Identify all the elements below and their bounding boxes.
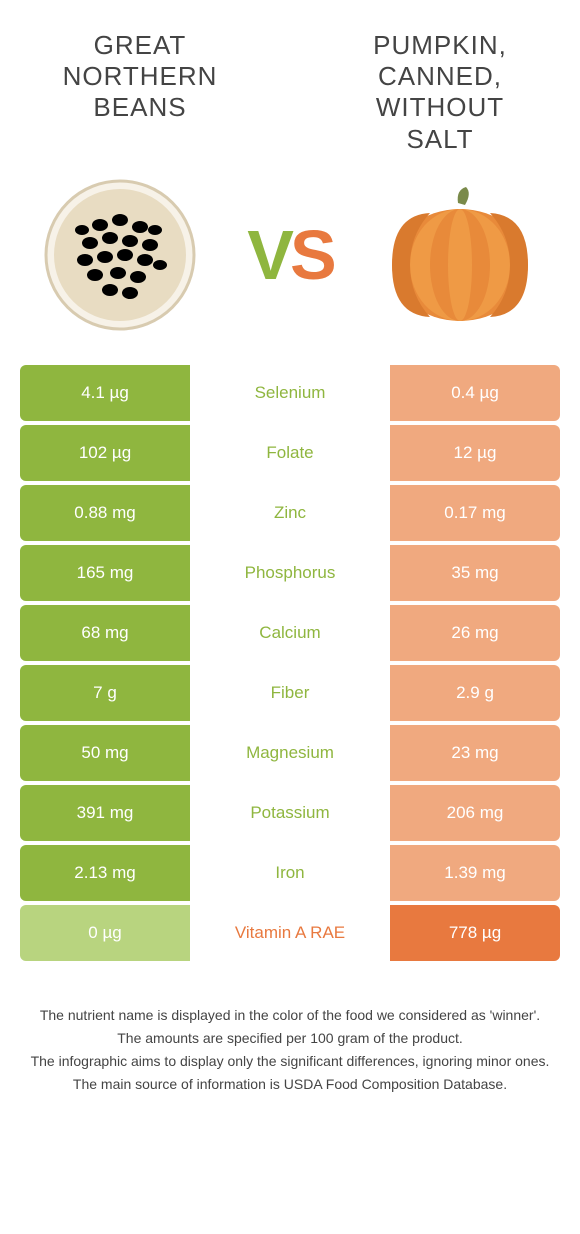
nutrient-name: Calcium (190, 605, 390, 661)
value-left: 0.88 mg (20, 485, 190, 541)
nutrient-name: Potassium (190, 785, 390, 841)
footer-notes: The nutrient name is displayed in the co… (0, 965, 580, 1095)
nutrient-name: Iron (190, 845, 390, 901)
nutrient-row: 7 gFiber2.9 g (20, 665, 560, 721)
vs-v: V (247, 216, 290, 294)
footer-line: The infographic aims to display only the… (30, 1051, 550, 1072)
value-right: 778 µg (390, 905, 560, 961)
food-title-right: PUMPKIN, CANNED, WITHOUT SALT (340, 30, 540, 155)
nutrient-name: Vitamin A RAE (190, 905, 390, 961)
value-right: 206 mg (390, 785, 560, 841)
nutrient-name: Selenium (190, 365, 390, 421)
nutrient-row: 102 µgFolate12 µg (20, 425, 560, 481)
value-left: 7 g (20, 665, 190, 721)
footer-line: The amounts are specified per 100 gram o… (30, 1028, 550, 1049)
value-right: 23 mg (390, 725, 560, 781)
nutrient-name: Folate (190, 425, 390, 481)
vs-label: VS (247, 215, 332, 295)
value-left: 165 mg (20, 545, 190, 601)
nutrient-row: 2.13 mgIron1.39 mg (20, 845, 560, 901)
nutrient-name: Fiber (190, 665, 390, 721)
images-row: VS (0, 165, 580, 365)
nutrient-row: 0.88 mgZinc0.17 mg (20, 485, 560, 541)
pumpkin-image (380, 175, 540, 335)
comparison-table: 4.1 µgSelenium0.4 µg102 µgFolate12 µg0.8… (0, 365, 580, 961)
value-left: 391 mg (20, 785, 190, 841)
footer-line: The nutrient name is displayed in the co… (30, 1005, 550, 1026)
header: GREAT NORTHERN BEANS PUMPKIN, CANNED, WI… (0, 0, 580, 165)
food-title-left: GREAT NORTHERN BEANS (40, 30, 240, 155)
value-left: 68 mg (20, 605, 190, 661)
value-right: 1.39 mg (390, 845, 560, 901)
vs-s: S (290, 216, 333, 294)
nutrient-name: Phosphorus (190, 545, 390, 601)
nutrient-row: 391 mgPotassium206 mg (20, 785, 560, 841)
value-left: 2.13 mg (20, 845, 190, 901)
footer-line: The main source of information is USDA F… (30, 1074, 550, 1095)
nutrient-name: Zinc (190, 485, 390, 541)
nutrient-row: 4.1 µgSelenium0.4 µg (20, 365, 560, 421)
value-right: 35 mg (390, 545, 560, 601)
value-left: 50 mg (20, 725, 190, 781)
nutrient-row: 68 mgCalcium26 mg (20, 605, 560, 661)
value-right: 26 mg (390, 605, 560, 661)
value-left: 4.1 µg (20, 365, 190, 421)
nutrient-row: 50 mgMagnesium23 mg (20, 725, 560, 781)
nutrient-row: 165 mgPhosphorus35 mg (20, 545, 560, 601)
value-right: 0.17 mg (390, 485, 560, 541)
beans-image (40, 175, 200, 335)
nutrient-name: Magnesium (190, 725, 390, 781)
nutrient-row: 0 µgVitamin A RAE778 µg (20, 905, 560, 961)
value-left: 102 µg (20, 425, 190, 481)
value-right: 0.4 µg (390, 365, 560, 421)
value-right: 12 µg (390, 425, 560, 481)
value-left: 0 µg (20, 905, 190, 961)
value-right: 2.9 g (390, 665, 560, 721)
